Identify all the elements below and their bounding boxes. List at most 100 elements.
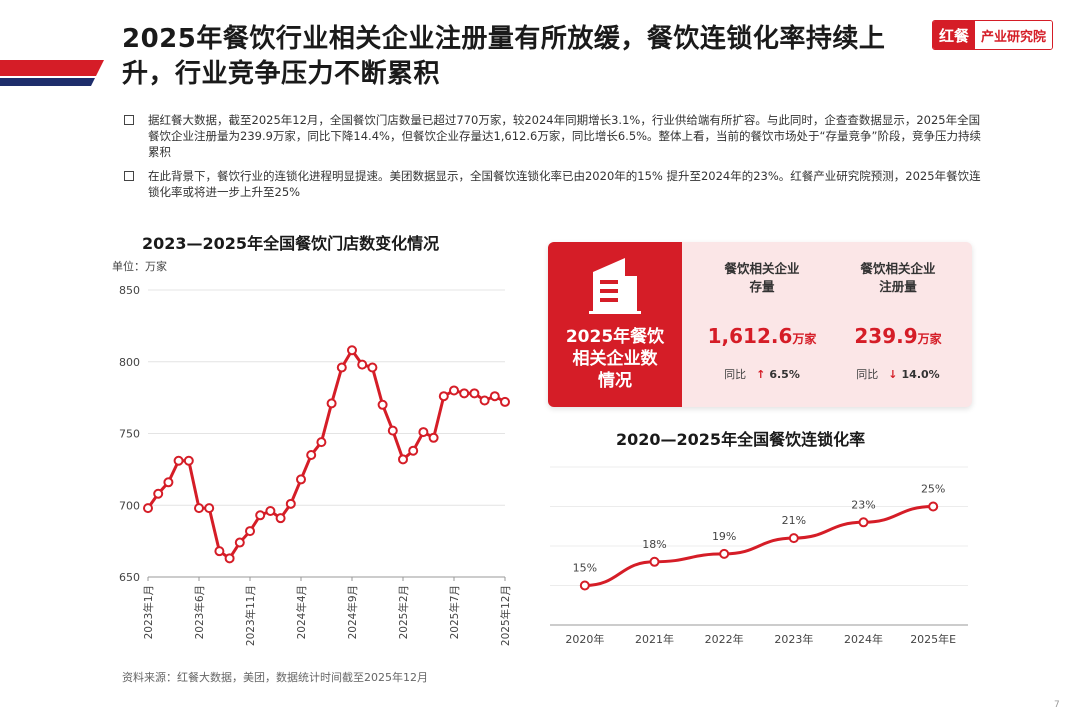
data-point (183, 455, 194, 466)
stat-value: 1,612.6万家 (702, 324, 822, 348)
data-point (387, 425, 398, 436)
data-point (326, 398, 337, 409)
logo-mark: 红餐 (933, 21, 976, 49)
data-point (428, 432, 439, 443)
y-tick-label: 700 (119, 499, 140, 512)
data-point (459, 388, 470, 399)
stat-number: 239.9 (854, 324, 918, 348)
stat-number: 1,612.6 (707, 324, 793, 348)
data-point (449, 385, 459, 396)
data-point (316, 437, 327, 448)
data-label: 15% (573, 562, 597, 575)
data-point (296, 474, 306, 485)
data-point (143, 503, 153, 514)
stat-card-label-line: 相关企业数 (572, 349, 658, 369)
stat-title-line: 注册量 (879, 279, 917, 294)
data-point (224, 553, 235, 564)
data-point (214, 546, 225, 557)
store-count-chart-title: 2023—2025年全国餐饮门店数变化情况 (142, 234, 440, 253)
data-point (306, 450, 317, 461)
x-tick-label: 2025年12月 (499, 585, 512, 646)
x-tick-label: 2024年4月 (295, 585, 308, 639)
data-point (347, 345, 357, 356)
data-point (194, 503, 204, 514)
stat-unit: 万家 (917, 332, 942, 346)
x-tick-label: 2024年 (844, 632, 883, 646)
brand-logo: 红餐 产业研究院 (932, 20, 1054, 50)
x-tick-label: 2025年7月 (448, 585, 461, 639)
stat-title-line: 餐饮相关企业 (724, 261, 800, 276)
data-point (788, 533, 799, 544)
stat-yoy-label: 同比 (856, 368, 879, 381)
stat-yoy-value: 14.0% (901, 368, 940, 381)
page-title-line2: 升，行业竞争压力不断累积 (122, 59, 441, 89)
stat-enterprise-registrations: 餐饮相关企业 注册量 239.9万家 同比 ↓ 14.0% (838, 260, 958, 382)
stat-title-line: 存量 (749, 279, 775, 294)
data-point (858, 517, 869, 528)
arrow-down-icon: ↓ (888, 368, 898, 381)
x-tick-label: 2020年 (565, 632, 604, 646)
data-point (377, 399, 388, 410)
data-label: 25% (921, 483, 945, 496)
stat-yoy-value: 6.5% (769, 368, 800, 381)
page-number: 7 (1054, 700, 1060, 710)
x-tick-label: 2021年 (635, 632, 674, 646)
data-point (579, 580, 590, 591)
stat-enterprise-stock: 餐饮相关企业 存量 1,612.6万家 同比 ↑ 6.5% (702, 260, 822, 382)
x-tick-label: 2022年 (705, 632, 744, 646)
bullet-text: 在此背景下，餐饮行业的连锁化进程明显提速。美团数据显示，全国餐饮连锁化率已由20… (148, 169, 981, 199)
data-point (408, 445, 419, 456)
arrow-up-icon: ↑ (756, 368, 766, 381)
x-tick-label: 2025年E (910, 632, 956, 646)
chain-rate-chart: 2020年 2021年 2022年 2023年 2024年 2025年E 15% 18% 19%… (550, 466, 968, 646)
bullet-text: 据红餐大数据，截至2025年12月，全国餐饮门店数量已超过770万家，较2024… (148, 113, 981, 159)
data-point (469, 388, 480, 399)
data-point (438, 391, 449, 402)
stat-unit: 万家 (792, 332, 817, 346)
x-tick-label: 2023年11月 (244, 585, 257, 646)
stat-card-label-panel: 2025年餐饮 相关企业数 情况 (548, 242, 682, 407)
data-point (357, 359, 368, 370)
data-point (336, 362, 347, 373)
data-point (367, 362, 378, 373)
page-title-line1: 2025年餐饮行业相关企业注册量有所放缓，餐饮连锁化率持续上 (122, 24, 886, 54)
stripe-red (0, 60, 104, 76)
stat-title: 餐饮相关企业 注册量 (838, 260, 958, 304)
data-point (153, 488, 164, 499)
stat-title-line: 餐饮相关企业 (860, 261, 936, 276)
store-count-series-line (146, 348, 506, 560)
bullet-item: 在此背景下，餐饮行业的连锁化进程明显提速。美团数据显示，全国餐饮连锁化率已由20… (122, 168, 982, 200)
data-point (928, 501, 939, 512)
data-label: 21% (782, 514, 806, 527)
y-tick-label: 850 (119, 284, 140, 297)
store-count-unit-label: 单位：万家 (112, 260, 167, 273)
data-label: 18% (642, 538, 666, 551)
stat-yoy: 同比 ↓ 14.0% (838, 366, 958, 382)
stat-title: 餐饮相关企业 存量 (702, 260, 822, 304)
data-point (265, 505, 276, 516)
chain-rate-series-line (584, 505, 934, 587)
data-point (418, 427, 429, 438)
data-point (285, 498, 296, 509)
data-point (719, 548, 730, 559)
bullet-item: 据红餐大数据，截至2025年12月，全国餐饮门店数量已超过770万家，较2024… (122, 112, 982, 160)
square-bullet-icon (124, 115, 134, 125)
data-label: 19% (712, 530, 736, 543)
data-point (398, 454, 408, 465)
data-point (479, 395, 490, 406)
y-tick-label: 750 (119, 428, 140, 441)
store-count-chart: 650 700 750 800 850 2023年1月 2023年6月 2023年11月 202… (119, 284, 512, 646)
chain-rate-chart-title: 2020—2025年全国餐饮连锁化率 (616, 430, 866, 449)
x-tick-label: 2023年6月 (193, 585, 206, 639)
data-point (649, 556, 660, 567)
data-point (489, 391, 500, 402)
x-tick-label: 2023年 (774, 632, 813, 646)
stat-card-label-line: 情况 (598, 371, 632, 391)
data-label: 23% (851, 498, 875, 511)
data-point (234, 537, 245, 548)
x-tick-label: 2024年9月 (346, 585, 359, 639)
square-bullet-icon (124, 171, 134, 181)
stat-yoy-label: 同比 (724, 368, 747, 381)
brand-stripe (0, 60, 104, 86)
stripe-blue (0, 78, 95, 86)
